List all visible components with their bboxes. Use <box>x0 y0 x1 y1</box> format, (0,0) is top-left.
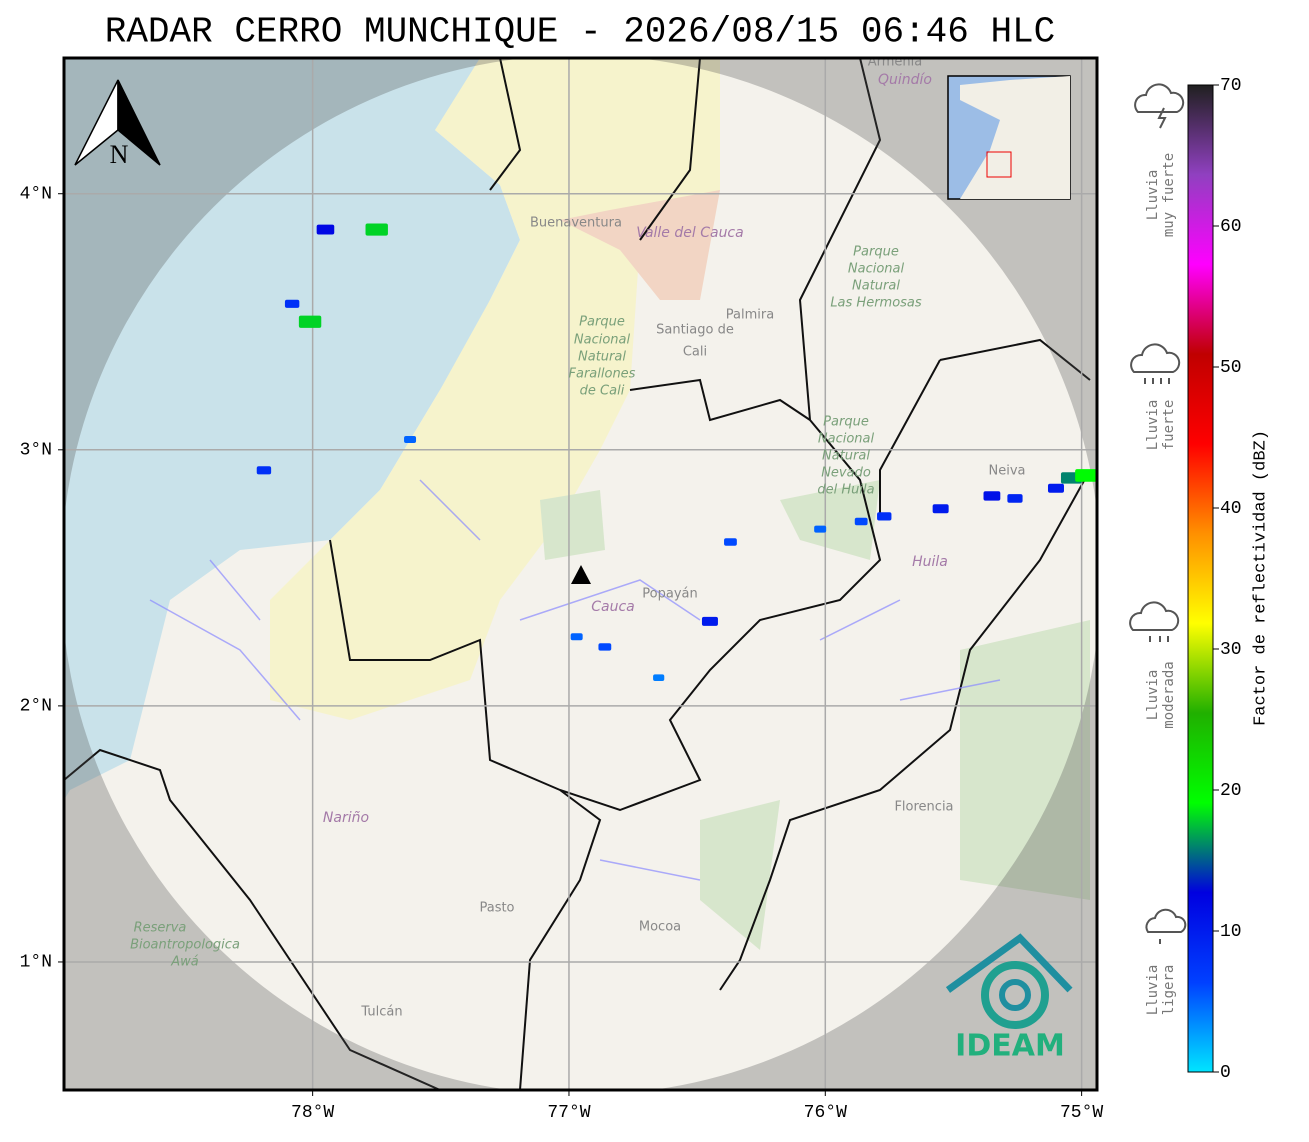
y-tick-label: 3°N <box>20 441 52 461</box>
rain-icons <box>1129 83 1187 944</box>
radar-site <box>571 565 591 584</box>
place-label: Neiva <box>989 464 1026 479</box>
place-label: Natural <box>822 449 870 464</box>
rain-level-label: Lluvia <box>1145 400 1161 451</box>
north-label: N <box>110 140 129 169</box>
echo <box>983 491 1001 501</box>
colorbar-tick-label: 60 <box>1220 217 1242 237</box>
place-label: Nariño <box>323 810 369 826</box>
place-label: Buenaventura <box>530 216 622 231</box>
place-label: Palmira <box>726 308 774 323</box>
echo <box>653 674 665 682</box>
echo <box>814 525 827 533</box>
place-label: de Cali <box>580 384 625 399</box>
place-label: Natural <box>578 350 626 365</box>
place-label: Reserva <box>134 921 187 936</box>
rain-level-label: Lluvia <box>1145 965 1161 1016</box>
place-label: Cauca <box>591 599 635 615</box>
north-arrow: N <box>74 79 161 169</box>
place-label: Santiago de <box>656 323 734 338</box>
place-label: Natural <box>852 279 900 294</box>
place-label: Nacional <box>848 262 905 277</box>
rain-level-label: moderada <box>1161 661 1177 728</box>
colorbar-tick-label: 50 <box>1220 358 1242 378</box>
borders <box>64 58 1091 1090</box>
echo <box>877 512 892 521</box>
echo <box>1047 483 1064 493</box>
echo <box>298 315 322 328</box>
place-label: Pasto <box>479 901 514 916</box>
x-tick-label: 76°W <box>804 1103 847 1123</box>
place-label: Valle del Cauca <box>636 225 743 241</box>
y-tick-label: 1°N <box>20 953 52 973</box>
colorbar-tick-label: 40 <box>1220 499 1242 519</box>
place-label: Popayán <box>642 587 697 602</box>
grid <box>64 58 1097 1090</box>
place-label: Huila <box>912 554 948 570</box>
colorbar-tick-label: 10 <box>1220 922 1242 942</box>
map: Buenaventura Valle del Cauca Parque Naci… <box>64 55 1097 1090</box>
echo <box>365 223 388 236</box>
y-tick-label: 2°N <box>20 697 52 717</box>
place-label: Bioantropologica <box>130 938 240 953</box>
axes: 78°W 77°W 76°W 75°W 1°N 2°N 3°N 4°N <box>20 184 1104 1122</box>
place-label: Awá <box>170 955 199 970</box>
place-label: Armenia <box>868 55 923 70</box>
ocean <box>64 58 520 800</box>
colorbar-tick-label: 0 <box>1220 1063 1231 1083</box>
place-label: Parque <box>853 245 899 260</box>
x-tick-label: 77°W <box>547 1103 590 1123</box>
urban-area <box>560 190 720 300</box>
rivers <box>149 479 1001 881</box>
echo <box>724 538 737 546</box>
title: RADAR CERRO MUNCHIQUE - 2026/08/15 06:46… <box>105 12 1056 53</box>
colorbar-label: Factor de reflectividad (dBZ) <box>1251 430 1270 726</box>
place-label: Quindío <box>878 72 932 88</box>
echoes <box>256 223 1097 682</box>
rain-level-label: muy fuerte <box>1161 153 1177 237</box>
place-label: Nacional <box>574 333 631 348</box>
colorbar-tick-label: 20 <box>1220 781 1242 801</box>
x-tick-label: 75°W <box>1060 1103 1103 1123</box>
place-label: Parque <box>823 415 869 430</box>
echo <box>854 517 868 526</box>
place-label: Florencia <box>894 800 953 815</box>
place-label: Parque <box>579 315 625 330</box>
colorbar-ticks: 0 10 20 30 40 50 60 70 <box>1213 76 1242 1083</box>
rain-level-label: Lluvia <box>1145 670 1161 721</box>
echo <box>404 436 417 444</box>
echo <box>701 616 718 626</box>
colorbar-tick-label: 70 <box>1220 76 1242 96</box>
rain-level-label: ligera <box>1161 965 1177 1016</box>
echo <box>1075 469 1097 482</box>
colorbar <box>1187 84 1214 1073</box>
place-label: Tulcán <box>360 1005 402 1020</box>
rain-level-label: fuerte <box>1161 400 1177 451</box>
echo <box>1007 494 1023 503</box>
echo <box>284 299 300 308</box>
place-label: Cali <box>683 345 707 360</box>
rain-level-label: Lluvia <box>1145 170 1161 221</box>
place-label: Farallones <box>569 367 636 382</box>
map-frame <box>62 56 1099 1092</box>
logo: IDEAM <box>945 933 1073 1064</box>
place-label: Las Hermosas <box>830 296 922 311</box>
x-tick-label: 78°W <box>291 1103 334 1123</box>
colorbar-tick-label: 30 <box>1220 640 1242 660</box>
inset-map <box>947 75 1071 200</box>
echo <box>570 633 583 641</box>
echo <box>256 466 272 475</box>
place-label: Nacional <box>818 432 875 447</box>
y-tick-label: 4°N <box>20 184 52 204</box>
parks <box>540 480 1090 950</box>
logo-text: IDEAM <box>955 1029 1065 1064</box>
echo <box>932 504 949 514</box>
echo <box>598 643 612 651</box>
place-label: Nevado <box>821 466 871 481</box>
place-label: Mocoa <box>639 920 681 935</box>
place-label: del Huila <box>817 483 874 498</box>
echo <box>316 224 335 235</box>
